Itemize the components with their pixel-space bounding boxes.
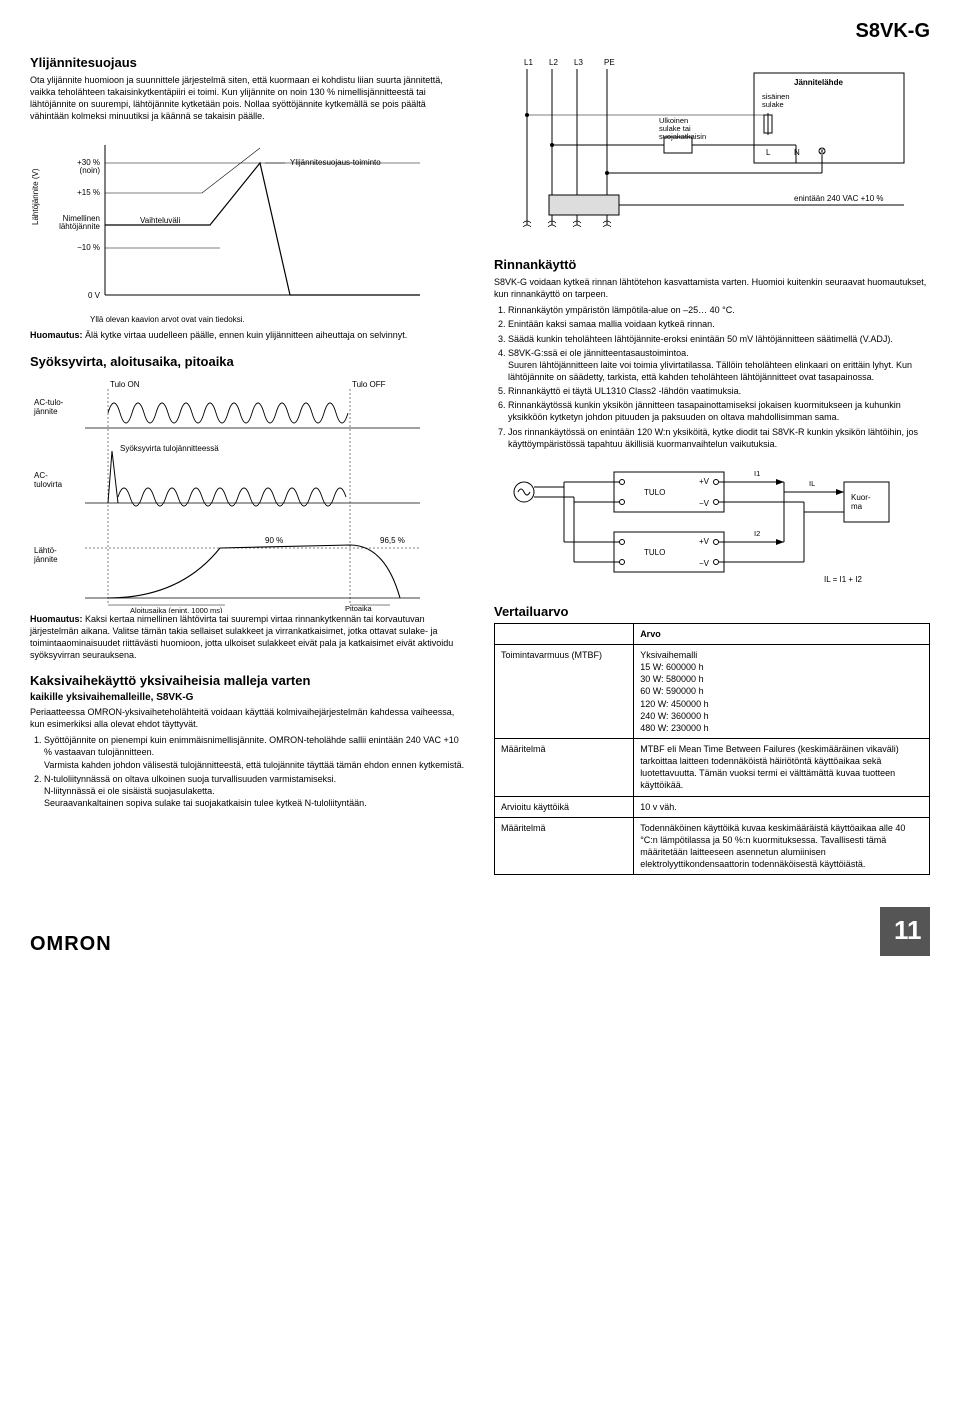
table-header: Arvo xyxy=(634,623,930,644)
list-item: Syöttöjännite on pienempi kuin enimmäisn… xyxy=(44,734,466,770)
list-item: Rinnankäyttö ei täytä UL1310 Class2 -läh… xyxy=(508,385,930,397)
list-item: Rinnankäytön ympäristön lämpötila-alue o… xyxy=(508,304,930,316)
svg-text:TULO: TULO xyxy=(644,488,665,497)
three-phase-svg: L1 L2 L3 PE Jännitelähde s xyxy=(494,55,924,245)
table-cell: Todennäköinen käyttöikä kuvaa keskimäärä… xyxy=(634,817,930,875)
svg-text:TULO: TULO xyxy=(644,548,665,557)
svg-text:L3: L3 xyxy=(574,58,583,67)
brand-logo: OMRON xyxy=(30,933,112,956)
svg-text:Pitoaika(väh. 20 ms): Pitoaika(väh. 20 ms) xyxy=(345,604,387,613)
svg-text:Lähtö-jännite: Lähtö-jännite xyxy=(33,546,58,564)
parallel-list: Rinnankäytön ympäristön lämpötila-alue o… xyxy=(494,304,930,450)
svg-text:96,5 %: 96,5 % xyxy=(380,536,405,545)
svg-text:L: L xyxy=(766,148,771,157)
svg-text:sisäinensulake: sisäinensulake xyxy=(762,92,790,109)
svg-text:−10 %: −10 % xyxy=(77,243,100,252)
svg-text:Jännitelähde: Jännitelähde xyxy=(794,78,843,87)
svg-text:+V: +V xyxy=(699,537,710,546)
table-cell: Toimintavarmuus (MTBF) xyxy=(495,644,634,738)
svg-text:−V: −V xyxy=(699,499,710,508)
svg-text:Kuor-ma: Kuor-ma xyxy=(851,493,871,511)
svg-text:lähtöjännite: lähtöjännite xyxy=(59,222,100,231)
parallel-section: Rinnankäyttö S8VK-G voidaan kytkeä rinna… xyxy=(494,257,930,450)
section-body: Periaatteessa OMRON-yksivaiheteholähteit… xyxy=(30,706,466,730)
svg-text:IL: IL xyxy=(809,479,815,488)
list-item: N-tuloliitynnässä on oltava ulkoinen suo… xyxy=(44,773,466,809)
table-cell: 10 v väh. xyxy=(634,796,930,817)
three-phase-diagram: L1 L2 L3 PE Jännitelähde s xyxy=(494,55,930,245)
overvoltage-chart: Lähtöjännite (V) +30 % (noin) +15 % Nime… xyxy=(30,135,466,342)
condition-list: Syöttöjännite on pienempi kuin enimmäisn… xyxy=(30,734,466,809)
svg-text:enintään 240 VAC +10 %: enintään 240 VAC +10 % xyxy=(794,194,883,203)
two-phase-section: Kaksivaihekäyttö yksivaiheisia malleja v… xyxy=(30,673,466,809)
table-cell: MTBF eli Mean Time Between Failures (kes… xyxy=(634,738,930,796)
section-body: Ota ylijännite huomioon ja suunnittele j… xyxy=(30,74,466,123)
section-title: Rinnankäyttö xyxy=(494,257,930,272)
main-columns: Ylijännitesuojaus Ota ylijännite huomioo… xyxy=(30,55,930,887)
table-header xyxy=(495,623,634,644)
svg-text:AC-tulo-jännite: AC-tulo-jännite xyxy=(33,398,64,416)
parallel-svg: TULO +V −V TULO +V −V xyxy=(494,462,924,592)
table-cell: Määritelmä xyxy=(495,738,634,796)
overvoltage-svg: Lähtöjännite (V) +30 % (noin) +15 % Nime… xyxy=(30,135,430,315)
svg-text:AC-tulovirta: AC-tulovirta xyxy=(34,471,63,489)
svg-text:Lähtöjännite (V): Lähtöjännite (V) xyxy=(31,168,40,225)
page-number: 11 xyxy=(880,907,930,956)
chart-caption: Yllä olevan kaavion arvot ovat vain tied… xyxy=(90,315,466,326)
svg-text:Tulo OFF: Tulo OFF xyxy=(352,380,386,389)
svg-text:IL = I1 + I2: IL = I1 + I2 xyxy=(824,575,863,584)
list-item: Säädä kunkin teholähteen lähtöjännite-er… xyxy=(508,333,930,345)
section-subtitle: kaikille yksivaihemalleille, S8VK-G xyxy=(30,692,466,703)
list-item: Enintään kaksi samaa mallia voidaan kytk… xyxy=(508,318,930,330)
inrush-section: Syöksyvirta, aloitusaika, pitoaika AC-tu… xyxy=(30,354,466,662)
table-cell: Määritelmä xyxy=(495,817,634,875)
right-column: L1 L2 L3 PE Jännitelähde s xyxy=(494,55,930,887)
svg-text:Ulkoinensulake taisuojakatkais: Ulkoinensulake taisuojakatkaisin xyxy=(659,116,706,141)
svg-text:L1: L1 xyxy=(524,58,533,67)
svg-text:I2: I2 xyxy=(754,529,760,538)
section-title: Ylijännitesuojaus xyxy=(30,55,466,70)
overvoltage-section: Ylijännitesuojaus Ota ylijännite huomioo… xyxy=(30,55,466,123)
svg-text:N: N xyxy=(794,148,800,157)
svg-text:Vaihteluväli: Vaihteluväli xyxy=(140,216,181,225)
table-cell: Yksivaihemalli 15 W: 600000 h 30 W: 5800… xyxy=(634,644,930,738)
svg-text:Tulo ON: Tulo ON xyxy=(110,380,140,389)
svg-text:+15 %: +15 % xyxy=(77,188,100,197)
svg-text:PE: PE xyxy=(604,58,615,67)
chart-note: Huomautus: Älä kytke virtaa uudelleen pä… xyxy=(30,329,466,341)
svg-text:(noin): (noin) xyxy=(80,166,101,175)
reference-section: Vertailuarvo Arvo Toimintavarmuus (MTBF)… xyxy=(494,604,930,875)
inrush-svg: AC-tulo-jännite Tulo ON Tulo OFF AC-tulo… xyxy=(30,373,430,613)
list-item: Rinnankäytössä kunkin yksikön jännitteen… xyxy=(508,399,930,423)
section-title: Vertailuarvo xyxy=(494,604,930,619)
svg-text:Syöksyvirta tulojännitteessä: Syöksyvirta tulojännitteessä xyxy=(120,444,219,453)
svg-text:Aloitusaika (enint. 1000 ms): Aloitusaika (enint. 1000 ms) xyxy=(130,606,223,613)
svg-text:0 V: 0 V xyxy=(88,291,101,300)
reference-table: Arvo Toimintavarmuus (MTBF) Yksivaihemal… xyxy=(494,623,930,875)
svg-text:L2: L2 xyxy=(549,58,558,67)
svg-text:I1: I1 xyxy=(754,469,760,478)
list-item: S8VK-G:ssä ei ole jännitteentasaustoimin… xyxy=(508,347,930,383)
svg-text:Ylijännitesuojaus-toiminto: Ylijännitesuojaus-toiminto xyxy=(290,158,381,167)
section-body: S8VK-G voidaan kytkeä rinnan lähtötehon … xyxy=(494,276,930,300)
left-column: Ylijännitesuojaus Ota ylijännite huomioo… xyxy=(30,55,466,887)
section-title: Syöksyvirta, aloitusaika, pitoaika xyxy=(30,354,466,369)
list-item: Jos rinnankäytössä on enintään 120 W:n y… xyxy=(508,426,930,450)
svg-text:90 %: 90 % xyxy=(265,536,283,545)
section-title: Kaksivaihekäyttö yksivaiheisia malleja v… xyxy=(30,673,466,688)
page-header: S8VK-G xyxy=(30,20,930,43)
svg-text:−V: −V xyxy=(699,559,710,568)
parallel-diagram: TULO +V −V TULO +V −V xyxy=(494,462,930,592)
table-cell: Arvioitu käyttöikä xyxy=(495,796,634,817)
inrush-note: Huomautus: Kaksi kertaa nimellinen lähtö… xyxy=(30,613,466,662)
svg-text:+V: +V xyxy=(699,477,710,486)
page-footer: OMRON 11 xyxy=(30,907,930,956)
